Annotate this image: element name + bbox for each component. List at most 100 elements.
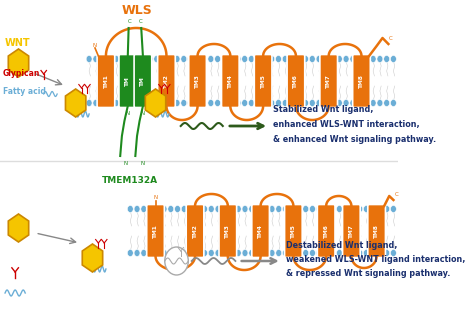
Circle shape [221,56,228,63]
Circle shape [276,249,282,256]
Circle shape [283,100,288,107]
Circle shape [154,56,160,63]
Circle shape [120,100,126,107]
Text: Destabilized Wnt ligand,: Destabilized Wnt ligand, [286,241,397,250]
Circle shape [302,56,309,63]
FancyBboxPatch shape [189,55,206,108]
Circle shape [174,100,180,107]
Text: TM8: TM8 [359,74,364,88]
Circle shape [377,100,383,107]
Circle shape [255,205,262,213]
Circle shape [276,205,282,213]
Circle shape [242,100,247,107]
Text: Glypican: Glypican [2,68,40,77]
Circle shape [262,249,268,256]
Circle shape [201,205,208,213]
Circle shape [235,56,241,63]
Circle shape [155,249,160,256]
Circle shape [364,56,369,63]
Circle shape [188,205,194,213]
Circle shape [255,100,261,107]
Circle shape [100,56,106,63]
Circle shape [147,56,153,63]
FancyBboxPatch shape [284,204,302,257]
FancyBboxPatch shape [221,55,239,108]
Circle shape [140,56,146,63]
Circle shape [168,249,174,256]
Circle shape [269,205,275,213]
Circle shape [343,56,349,63]
Text: N: N [140,161,145,166]
Circle shape [134,249,140,256]
Bar [130,209,393,253]
Circle shape [128,249,133,256]
Circle shape [147,205,154,213]
Circle shape [343,205,349,213]
Circle shape [107,56,112,63]
Circle shape [127,56,133,63]
Circle shape [215,100,220,107]
Circle shape [303,249,309,256]
Text: C: C [394,193,398,197]
Circle shape [289,56,295,63]
Circle shape [302,100,309,107]
Circle shape [188,249,194,256]
FancyBboxPatch shape [318,204,335,257]
Text: TM1: TM1 [103,74,109,88]
Circle shape [113,100,119,107]
Circle shape [155,205,160,213]
Text: & repressed Wnt signaling pathway.: & repressed Wnt signaling pathway. [286,270,450,279]
Circle shape [391,56,396,63]
Circle shape [310,205,315,213]
Circle shape [165,247,188,275]
Circle shape [86,100,92,107]
Text: Fatty acid: Fatty acid [2,86,46,96]
Text: Stabilized Wnt ligand,: Stabilized Wnt ligand, [273,106,374,115]
Text: TM4: TM4 [228,74,233,88]
Text: C: C [138,19,142,24]
FancyBboxPatch shape [368,204,385,257]
Circle shape [154,100,160,107]
Circle shape [356,100,363,107]
Text: TM: TM [140,76,146,86]
Circle shape [330,205,336,213]
Text: & enhanced Wnt signaling pathway.: & enhanced Wnt signaling pathway. [273,135,437,144]
Circle shape [120,56,126,63]
Circle shape [269,56,274,63]
Circle shape [188,100,193,107]
Circle shape [242,249,248,256]
Circle shape [384,56,390,63]
Circle shape [228,249,235,256]
Circle shape [174,56,180,63]
Circle shape [275,56,282,63]
Circle shape [391,100,396,107]
Circle shape [215,56,220,63]
Circle shape [356,56,363,63]
Circle shape [235,205,241,213]
Circle shape [181,56,187,63]
Circle shape [167,56,173,63]
Circle shape [221,100,228,107]
Circle shape [93,100,99,107]
Polygon shape [9,49,29,77]
Circle shape [228,100,234,107]
Circle shape [350,249,356,256]
Circle shape [141,205,147,213]
Text: TM5: TM5 [261,74,265,88]
Circle shape [329,56,336,63]
Circle shape [269,249,275,256]
Circle shape [357,249,363,256]
Circle shape [289,205,295,213]
Circle shape [384,205,390,213]
Circle shape [337,100,342,107]
Circle shape [168,205,174,213]
Text: N: N [141,111,145,116]
Circle shape [188,56,193,63]
Circle shape [323,56,329,63]
Circle shape [242,56,247,63]
Circle shape [310,56,315,63]
Text: TM3: TM3 [225,224,230,238]
Polygon shape [65,89,86,117]
FancyBboxPatch shape [219,204,237,257]
Circle shape [283,56,288,63]
